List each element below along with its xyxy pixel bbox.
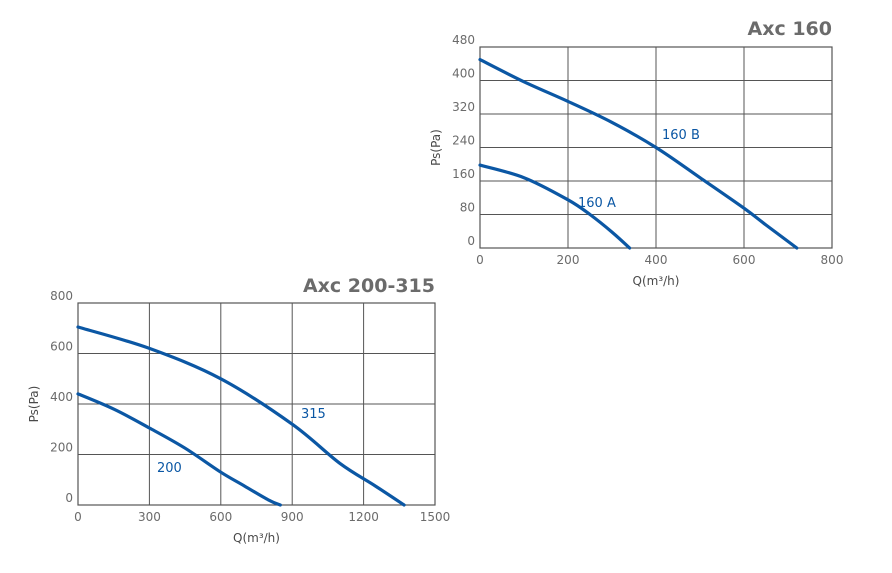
series-line: [76, 325, 406, 507]
y-tick-label: 160: [452, 167, 475, 181]
y-tick-label: 0: [65, 491, 73, 505]
y-axis-label: Ps(Pa): [429, 129, 443, 166]
y-tick-label: 480: [452, 33, 475, 47]
x-tick-label: 600: [209, 510, 232, 524]
x-tick-label: 400: [645, 253, 668, 267]
x-tick-label: 800: [821, 253, 844, 267]
x-tick-label: 600: [733, 253, 756, 267]
chart-axc-200-315: Axc 200-315 0 200 400 600 800 0 300 600 900 1200 1…: [27, 275, 450, 545]
x-axis-label: Q(m³/h): [633, 274, 680, 288]
y-tick-label: 0: [467, 234, 475, 248]
series-line: [76, 392, 282, 507]
y-tick-label: 240: [452, 134, 475, 148]
series-line: [478, 58, 799, 250]
series-label: 315: [301, 407, 326, 422]
x-tick-label: 1500: [420, 510, 451, 524]
y-tick-label: 200: [50, 441, 73, 455]
series-label: 200: [157, 461, 182, 476]
plot-frame: [479, 46, 833, 249]
x-tick-label: 0: [74, 510, 82, 524]
chart-title: Axc 200-315: [303, 275, 435, 297]
x-tick-label: 300: [138, 510, 161, 524]
x-tick-label: 900: [281, 510, 304, 524]
x-tick-label: 1200: [348, 510, 379, 524]
y-axis-label: Ps(Pa): [27, 386, 41, 423]
series-label: 160 A: [578, 196, 616, 211]
y-tick-label: 320: [452, 100, 475, 114]
chart-axc-160: Axc 160 0 80 160 240 320 400 480 0 200 400 600 800 Q…: [429, 18, 843, 288]
x-tick-label: 0: [476, 253, 484, 267]
series-line: [478, 163, 632, 250]
x-tick-label: 200: [557, 253, 580, 267]
series-label: 160 B: [662, 128, 700, 143]
y-tick-label: 400: [452, 67, 475, 81]
chart-title: Axc 160: [748, 18, 833, 40]
x-axis-label: Q(m³/h): [233, 531, 280, 545]
plot-frame: [77, 302, 436, 506]
y-tick-label: 400: [50, 390, 73, 404]
y-tick-label: 80: [460, 201, 475, 215]
y-tick-label: 600: [50, 340, 73, 354]
y-tick-label: 800: [50, 289, 73, 303]
